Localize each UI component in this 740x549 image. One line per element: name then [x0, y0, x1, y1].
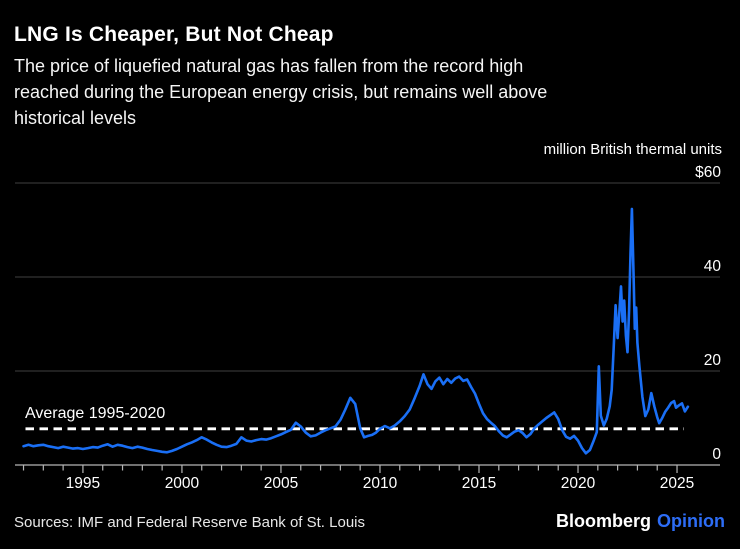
subtitle-line-3: historical levels — [14, 108, 137, 128]
y-axis-labels: $60 40 20 0 — [695, 164, 721, 463]
y-tick-label-20: 20 — [704, 352, 722, 369]
x-tick-label-2010: 2010 — [363, 475, 398, 492]
y-axis-unit-label: million British thermal units — [543, 141, 722, 158]
subtitle-line-2: reached during the European energy crisi… — [14, 82, 548, 102]
x-tick-label-2025: 2025 — [660, 475, 694, 492]
x-tick-label-2020: 2020 — [561, 475, 596, 492]
y-tick-label-0: 0 — [712, 446, 721, 463]
sources-note: Sources: IMF and Federal Reserve Bank of… — [14, 514, 365, 531]
gridlines — [15, 182, 720, 372]
x-tick-label-1995: 1995 — [66, 475, 100, 492]
brand-bloomberg: Bloomberg — [556, 511, 652, 531]
y-tick-label-40: 40 — [704, 258, 722, 275]
chart-title: LNG Is Cheaper, But Not Cheap — [14, 23, 334, 46]
price-line — [22, 207, 690, 455]
y-tick-label-60: $60 — [695, 164, 721, 181]
x-axis: 1995 2000 2005 2010 2015 2020 2025 — [15, 464, 720, 492]
subtitle-line-1: The price of liquefied natural gas has f… — [14, 56, 524, 76]
chart-subtitle: The price of liquefied natural gas has f… — [14, 53, 547, 131]
x-tick-label-2005: 2005 — [264, 475, 298, 492]
brand-opinion: Opinion — [657, 511, 725, 531]
average-line-label: Average 1995-2020 — [25, 405, 166, 422]
bloomberg-opinion-logo: Bloomberg Opinion — [556, 511, 725, 532]
x-tick-label-2015: 2015 — [462, 475, 496, 492]
x-tick-label-2000: 2000 — [165, 475, 200, 492]
